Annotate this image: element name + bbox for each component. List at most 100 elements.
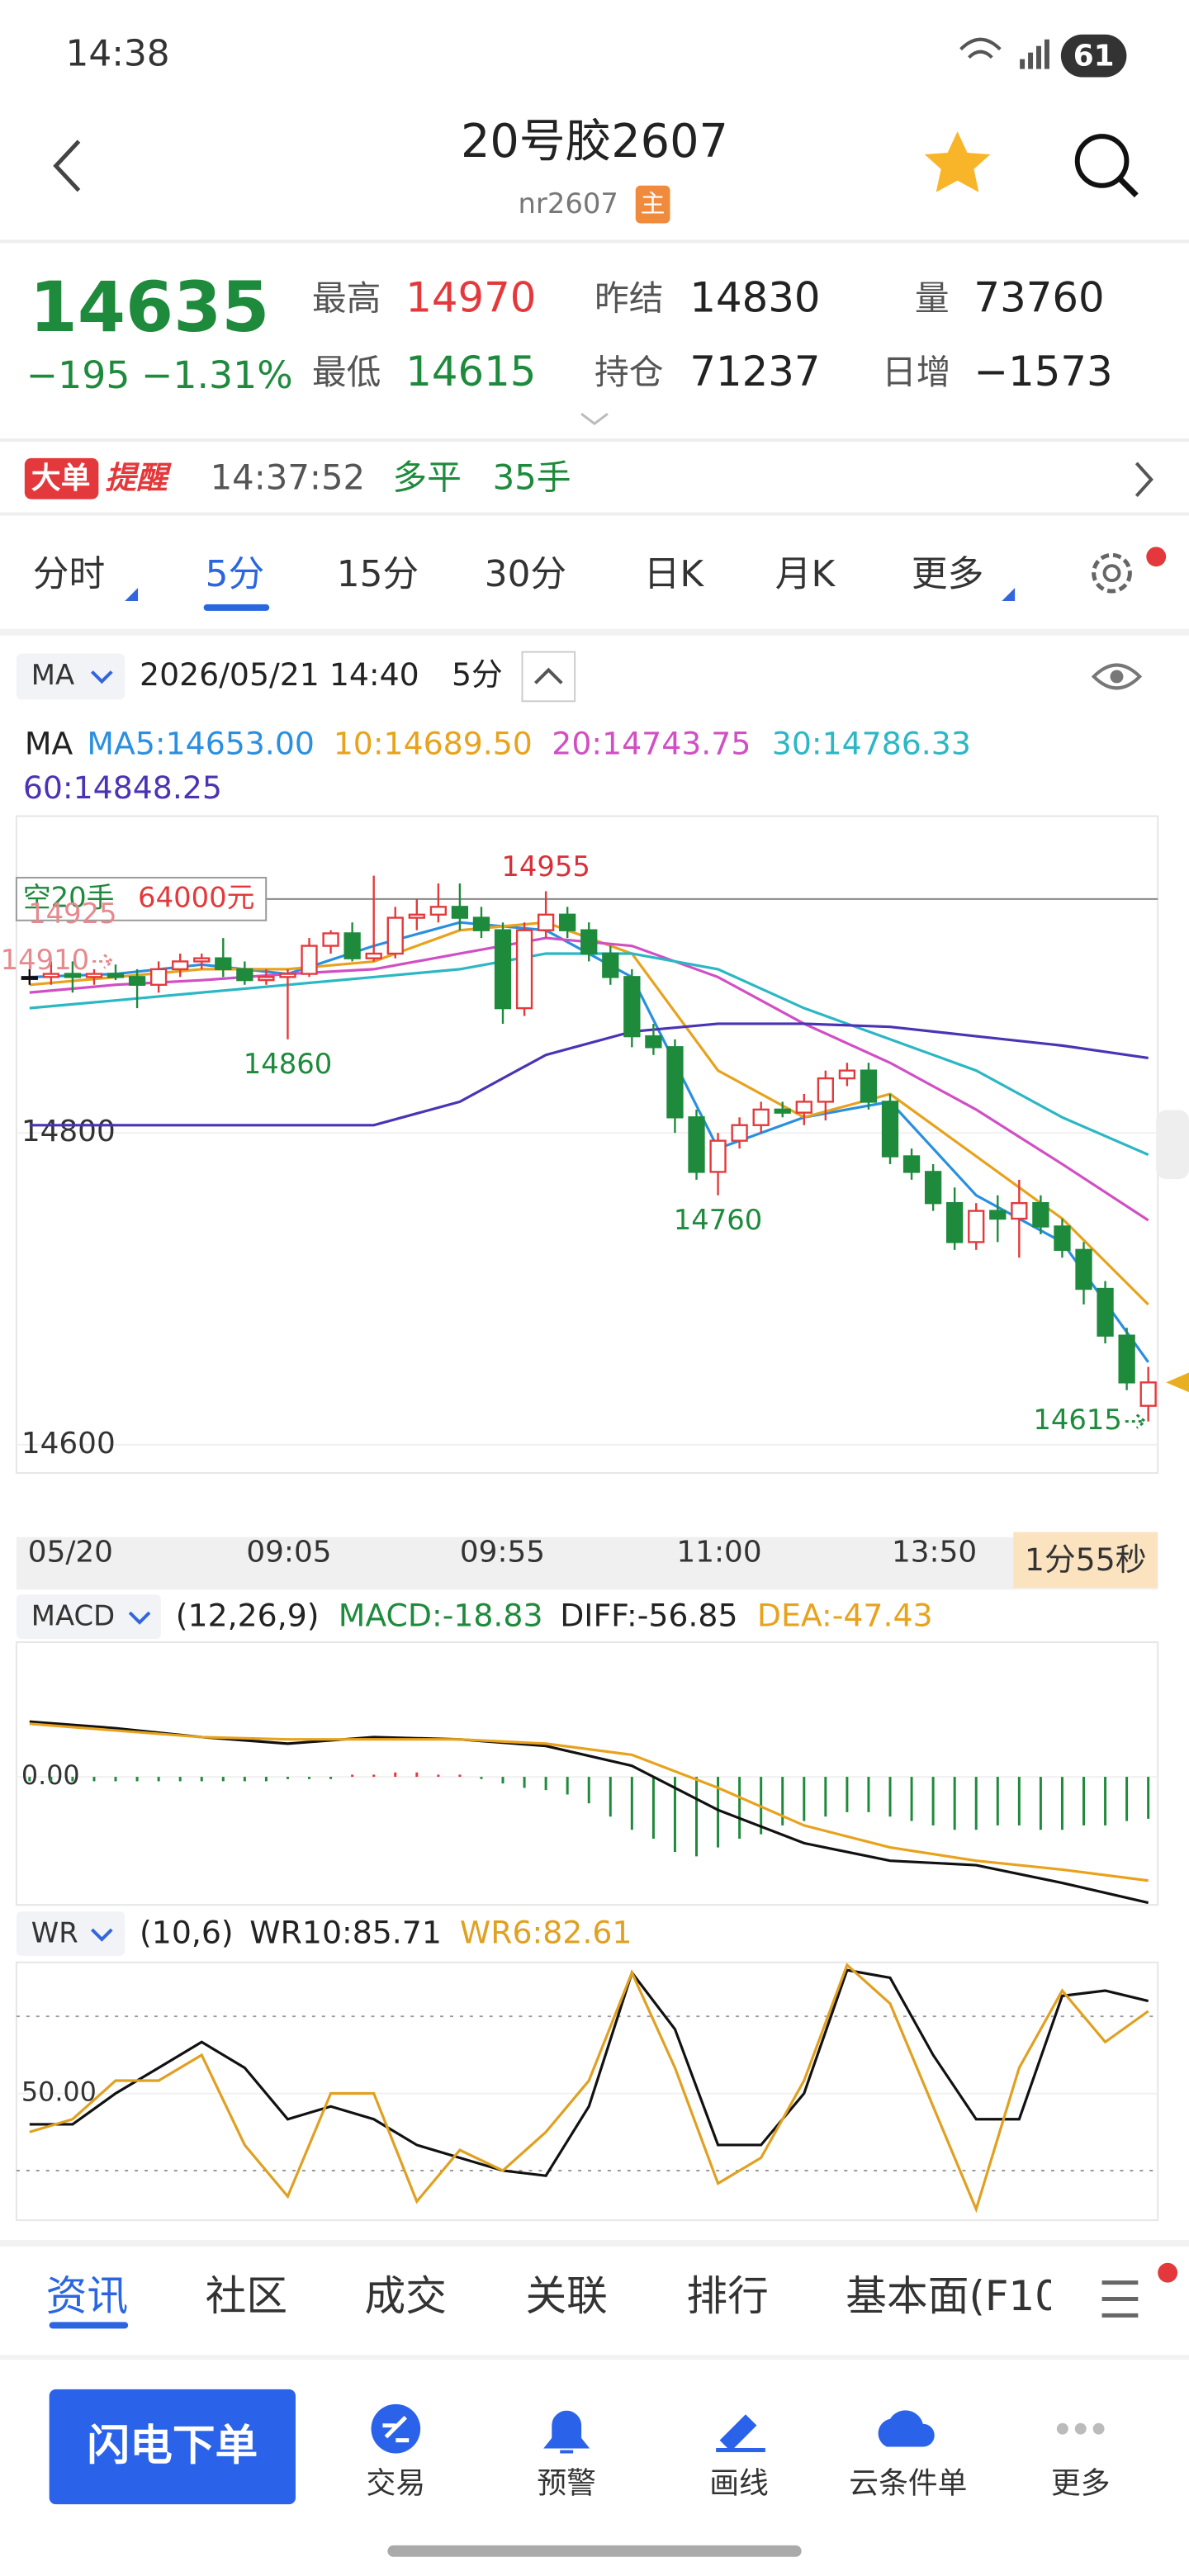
main-badge-bg <box>635 185 670 224</box>
candle-body <box>279 973 296 978</box>
price-change-pct: −1.31% <box>141 353 293 397</box>
divider <box>0 438 1189 443</box>
candle-body <box>1139 1381 1157 1407</box>
visibility-toggle[interactable] <box>1091 663 1143 690</box>
candle-body <box>1097 1287 1114 1337</box>
period-tab[interactable]: 30分 <box>485 553 566 595</box>
toolbar-label[interactable]: 画线 <box>709 2466 769 2500</box>
indicator-line <box>29 1963 1149 2214</box>
dropdown-mark <box>90 1928 113 1942</box>
settings-button[interactable] <box>1092 547 1167 594</box>
dea-value: DEA:-47.43 <box>757 1598 933 1634</box>
toolbar-label[interactable]: 云条件单 <box>849 2466 967 2500</box>
candle-body <box>817 1077 834 1103</box>
candle-body <box>193 957 211 963</box>
info-tab[interactable]: 基本面(F10 <box>846 2272 1060 2320</box>
price-annotation: 14955 <box>501 850 590 883</box>
divider <box>0 239 1189 244</box>
candle-body <box>365 952 382 959</box>
search-button[interactable] <box>1074 134 1139 198</box>
candle-body <box>1011 1201 1028 1220</box>
info-tab[interactable]: 关联 <box>525 2272 607 2320</box>
quick-order-label: 闪电下单 <box>87 2422 258 2471</box>
period-tab[interactable]: 分时 <box>33 553 106 595</box>
ma-legend: 20:14743.75 <box>552 725 751 761</box>
bar-countdown: 1分55秒 <box>1025 1541 1147 1578</box>
expand-arrow[interactable] <box>580 413 609 426</box>
stat-label: 日增 <box>882 352 951 392</box>
stat-label: 量 <box>915 277 950 318</box>
indicator-select[interactable] <box>16 1911 126 1956</box>
signal-icons <box>959 34 1127 78</box>
price-annotation: 14925 <box>28 897 117 930</box>
favorite-star[interactable] <box>924 131 991 192</box>
home-indicator <box>387 2545 802 2557</box>
period-tab[interactable]: 日K <box>644 553 705 595</box>
candle-body <box>149 968 168 986</box>
info-tab[interactable]: 成交 <box>365 2272 447 2320</box>
period-tab[interactable]: 更多 <box>912 553 984 595</box>
wr-panel <box>15 1961 1159 2222</box>
alert-action: 多平 <box>392 457 462 497</box>
indicator-params: (10,6) <box>140 1914 234 1950</box>
alert-icon[interactable] <box>543 2410 590 2454</box>
candle-body <box>301 945 318 975</box>
alert-badge: 大单 <box>31 462 91 495</box>
draw-icon[interactable] <box>716 2414 765 2452</box>
indicator-line <box>29 1722 1149 1882</box>
alert-more[interactable] <box>1135 462 1153 497</box>
indicator-select[interactable] <box>16 1594 161 1639</box>
info-tab[interactable]: 排行 <box>686 2272 768 2320</box>
alert-badge-text: 提醒 <box>105 459 172 495</box>
toolbar-label[interactable]: 预警 <box>537 2466 596 2500</box>
candle-body <box>343 932 361 959</box>
candle-body <box>258 976 275 982</box>
y-tick-label: 14800 <box>21 1115 116 1148</box>
candle-body <box>172 960 189 971</box>
candle-body <box>602 952 619 978</box>
wr6-value: WR6:82.61 <box>460 1914 632 1950</box>
indicator-name: MA <box>31 659 74 691</box>
side-handle[interactable] <box>1156 1110 1189 1180</box>
alert-volume: 35手 <box>493 457 571 497</box>
quick-order-button[interactable] <box>49 2389 296 2505</box>
period-tab-active[interactable]: 5分 <box>206 553 265 595</box>
ma-legend: 30:14786.33 <box>772 725 971 761</box>
macd-value: MACD:-18.83 <box>339 1598 543 1634</box>
bar-datetime: 2026/05/21 14:40 <box>140 656 419 693</box>
candle-body <box>429 906 447 916</box>
info-tab[interactable]: 社区 <box>206 2272 287 2320</box>
bar-period: 5分 <box>452 656 503 693</box>
indicator-name: MACD <box>31 1600 115 1632</box>
indicator-line <box>29 1022 1149 1127</box>
collapse-button[interactable] <box>521 651 576 703</box>
candle-body <box>838 1069 856 1080</box>
period-tab[interactable]: 月K <box>775 553 836 595</box>
stat-value: 14615 <box>405 348 536 395</box>
annotation-arrow <box>92 954 115 969</box>
candle-body <box>1032 1201 1049 1228</box>
y-tick-label: 14600 <box>21 1427 116 1461</box>
time-label: 09:55 <box>460 1536 545 1570</box>
ma-legend: 60:14848.25 <box>23 769 222 806</box>
cloud-icon[interactable] <box>878 2410 935 2447</box>
info-tab-active[interactable]: 资讯 <box>46 2272 128 2320</box>
indicator-name: WR <box>31 1916 78 1949</box>
more-icon[interactable] <box>1056 2422 1105 2435</box>
candle-body <box>42 973 59 978</box>
tab-menu[interactable] <box>1101 2262 1178 2318</box>
back-button[interactable] <box>53 140 81 192</box>
candle-body <box>451 906 469 919</box>
period-tab[interactable]: 15分 <box>337 553 419 595</box>
contract-title: 20号胶2607 <box>461 115 728 168</box>
candle-body <box>64 973 82 978</box>
dropdown-mark <box>128 1611 151 1625</box>
time-axis-bar <box>16 1537 1158 1590</box>
alert-badge-bg <box>24 457 99 500</box>
toolbar-label[interactable]: 更多 <box>1051 2466 1111 2500</box>
time-label: 05/20 <box>28 1536 113 1570</box>
candle-body <box>902 1155 921 1173</box>
toolbar-label[interactable]: 交易 <box>367 2466 426 2500</box>
indicator-select[interactable] <box>16 653 126 700</box>
